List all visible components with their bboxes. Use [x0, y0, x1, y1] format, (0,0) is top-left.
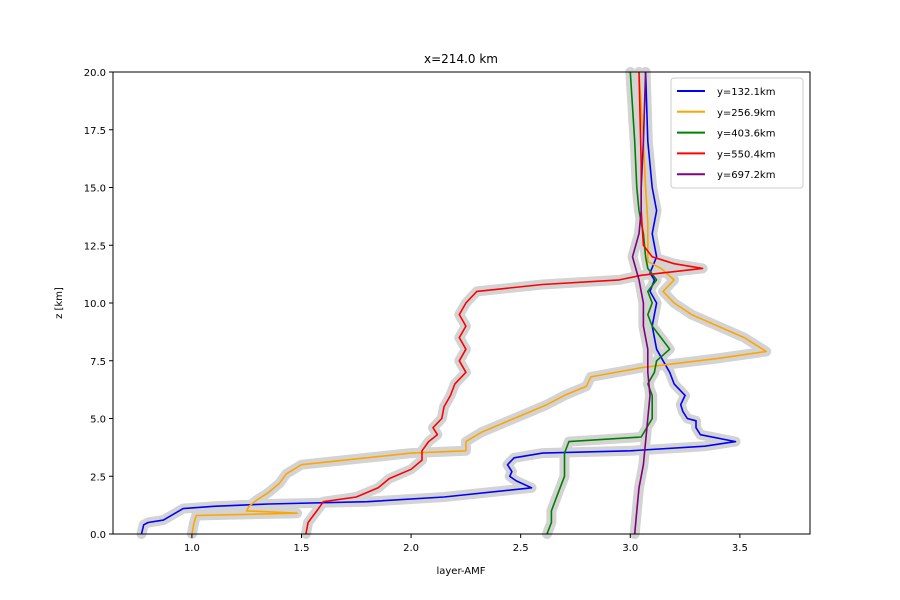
legend-entry-label: y=550.4km	[717, 149, 775, 160]
y-tick-label: 2.5	[90, 472, 106, 483]
legend-box	[670, 77, 804, 189]
y-tick-label: 12.5	[84, 241, 106, 252]
series-line	[191, 71, 768, 535]
y-tick-label: 7.5	[90, 357, 106, 368]
y-tick-label: 10.0	[84, 299, 106, 310]
x-tick-label: 2.5	[513, 543, 529, 554]
x-axis: 1.0 1.5 2.0 2.5 3.0 3.5	[184, 534, 748, 554]
legend: y=132.1km y=256.9km y=403.6km y=550.4km y=69…	[670, 77, 804, 189]
y-tick-label: 17.5	[84, 126, 106, 137]
y-axis-label: z [km]	[54, 287, 65, 319]
series-line	[140, 71, 737, 535]
series-line	[305, 71, 704, 535]
series-line	[631, 71, 651, 535]
y-tick-label: 15.0	[84, 184, 106, 195]
x-tick-label: 1.5	[294, 543, 310, 554]
x-axis-label: layer-AMF	[436, 566, 485, 577]
x-tick-label: 3.5	[732, 543, 748, 554]
legend-entry-label: y=403.6km	[717, 129, 775, 140]
legend-entry-label: y=132.1km	[717, 87, 775, 98]
y-axis: 0.0 2.5 5.0 7.5 10.0 12.5 15.0 17.5 20.0	[84, 68, 113, 541]
legend-entry-label: y=256.9km	[717, 108, 775, 119]
y-tick-label: 20.0	[84, 68, 106, 79]
legend-entry-label: y=697.2km	[717, 170, 775, 181]
y-tick-label: 5.0	[90, 415, 106, 426]
series-line	[546, 71, 671, 535]
chart-title: x=214.0 km	[424, 52, 498, 66]
y-tick-label: 0.0	[90, 530, 106, 541]
x-tick-label: 2.0	[403, 543, 419, 554]
series-lines	[140, 71, 768, 535]
x-tick-label: 3.0	[622, 543, 638, 554]
x-tick-label: 1.0	[184, 543, 200, 554]
